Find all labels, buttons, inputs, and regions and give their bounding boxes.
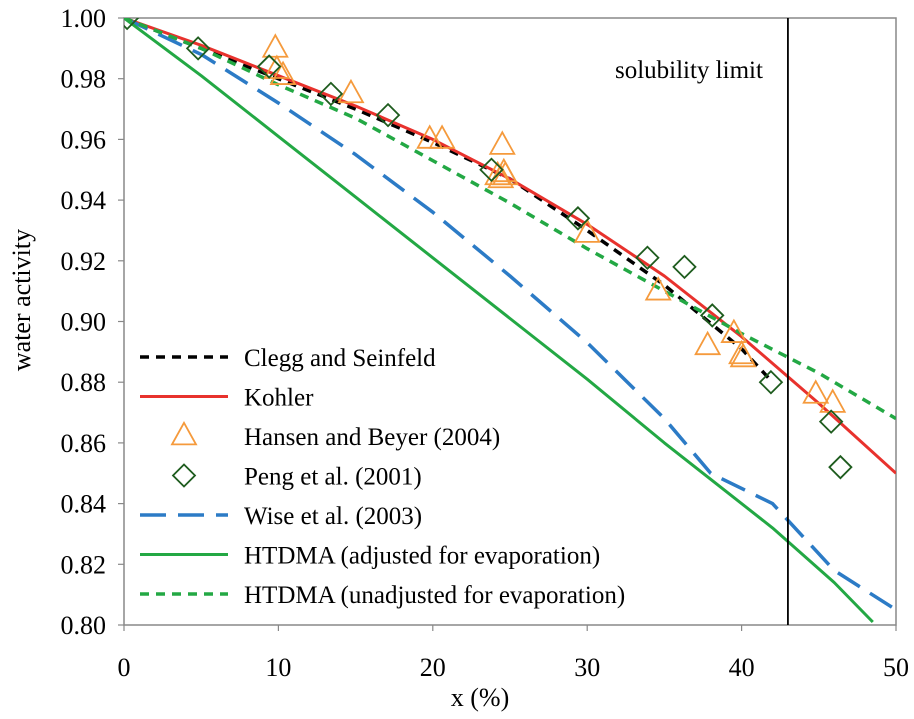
x-axis-title: x (%) (451, 683, 509, 712)
y-tick-label: 0.98 (61, 65, 107, 94)
legend-label: Clegg and Seinfeld (244, 345, 436, 372)
x-tick-label: 0 (118, 653, 131, 682)
diamond-point (818, 409, 844, 434)
triangle-point (261, 33, 289, 58)
legend-item: HTDMA (unadjusted for evaporation) (140, 582, 625, 609)
diamond-point (635, 245, 660, 271)
x-tick-label: 40 (729, 653, 755, 682)
y-tick-label: 1.00 (61, 4, 107, 33)
triangle-point (694, 330, 722, 356)
y-tick-label: 0.86 (61, 429, 107, 458)
legend-item: Hansen and Beyer (2004) (170, 420, 500, 451)
x-axis: 0 10 20 30 40 50 (118, 625, 909, 682)
triangle-point (337, 78, 365, 104)
x-tick-label: 20 (420, 653, 446, 682)
diamond-point (479, 157, 504, 183)
diamond-point (699, 303, 725, 328)
legend-label: Wise et al. (2003) (244, 503, 422, 530)
triangle-point (720, 318, 748, 343)
series-scatter (261, 33, 847, 413)
legend-label: Kohler (244, 385, 314, 412)
legend-item: Peng et al. (2001) (171, 463, 422, 491)
series-line (124, 18, 896, 475)
solubility-limit-layer: solubility limit (615, 18, 789, 625)
series-scatter (124, 18, 853, 480)
series-layer (124, 18, 896, 624)
legend-label: Hansen and Beyer (2004) (244, 424, 500, 451)
y-tick-label: 0.96 (61, 125, 107, 154)
legend-item: Wise et al. (2003) (140, 503, 422, 530)
series-line (124, 18, 874, 624)
triangle-point (802, 379, 830, 404)
diamond-point (185, 36, 211, 61)
triangle-point (263, 54, 291, 79)
diamond-point (375, 102, 401, 128)
legend-label: HTDMA (unadjusted for evaporation) (244, 582, 625, 609)
legend-item: Clegg and Seinfeld (140, 345, 436, 372)
y-tick-label: 0.90 (61, 308, 107, 337)
diamond-point (318, 81, 344, 107)
y-tick-label: 0.80 (61, 611, 107, 640)
triangle-point (269, 60, 297, 85)
legend-item: HTDMA (adjusted for evaporation) (140, 543, 600, 570)
legend-item: Kohler (140, 385, 314, 412)
triangle-point (170, 420, 198, 446)
diamond-point (256, 54, 282, 79)
diamond-point (672, 254, 697, 280)
legend: Clegg and Seinfeld Kohler Hansen and Beyer… (140, 345, 625, 609)
triangle-point (428, 124, 456, 149)
triangle-point (488, 130, 516, 155)
triangle-point (573, 218, 601, 243)
y-axis-title: water activity (7, 229, 36, 371)
series-line (124, 18, 896, 612)
y-tick-label: 0.92 (61, 247, 107, 276)
y-tick-label: 0.94 (61, 186, 107, 215)
y-axis: 0.80 0.82 0.84 0.86 0.88 0.90 0.92 0.94 0.96 0.98… (61, 4, 124, 640)
solubility-limit-label: solubility limit (615, 57, 763, 84)
diamond-point (565, 206, 591, 231)
triangle-point (729, 342, 757, 368)
legend-label: HTDMA (adjusted for evaporation) (244, 543, 600, 570)
series-line (124, 18, 896, 421)
y-tick-label: 0.82 (61, 550, 107, 579)
y-tick-label: 0.84 (61, 490, 107, 519)
diamond-point (828, 454, 853, 480)
triangle-point (644, 276, 672, 301)
x-tick-label: 30 (574, 653, 600, 682)
y-tick-label: 0.88 (61, 368, 107, 397)
x-tick-label: 10 (265, 653, 291, 682)
x-tick-label: 50 (883, 653, 909, 682)
legend-label: Peng et al. (2001) (244, 464, 422, 491)
diamond-point (171, 463, 197, 488)
diamond-point (758, 369, 784, 395)
diamond-point (124, 18, 140, 31)
